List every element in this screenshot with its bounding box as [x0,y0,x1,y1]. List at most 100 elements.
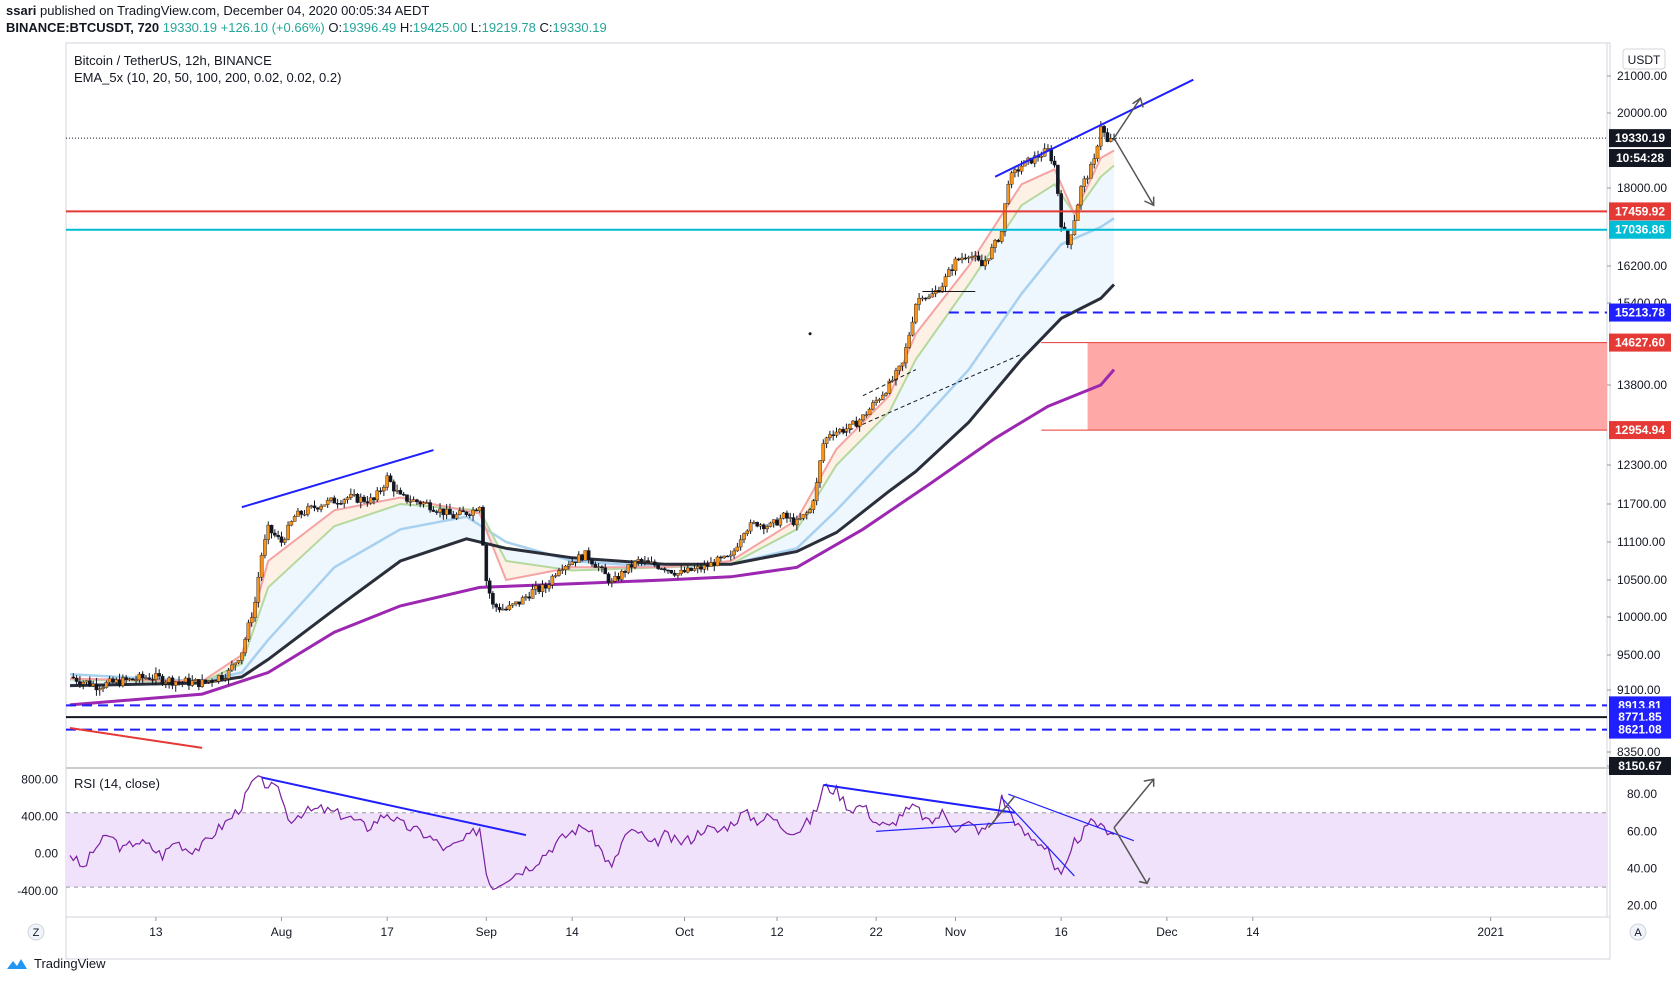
candle[interactable] [401,493,406,496]
candle[interactable] [695,566,700,569]
candle[interactable] [114,679,119,683]
candle[interactable] [610,581,614,583]
rsi-arrow-up[interactable] [1113,778,1155,829]
candle[interactable] [382,487,386,492]
candle[interactable] [504,608,508,611]
price-label[interactable]: 10:54:28 [1616,151,1664,165]
ema10-line[interactable] [69,149,1115,683]
candle[interactable] [315,507,320,510]
candle[interactable] [510,603,515,606]
price-label-box[interactable] [1609,129,1671,148]
candle[interactable] [956,258,961,261]
candle[interactable] [236,660,241,664]
candle[interactable] [917,298,921,305]
candle[interactable] [613,576,617,582]
candle[interactable] [81,681,86,685]
candle[interactable] [986,258,991,262]
candle[interactable] [841,429,845,433]
candle[interactable] [501,608,505,611]
candle[interactable] [838,429,842,433]
candle[interactable] [391,481,396,492]
candle[interactable] [847,423,852,430]
candle[interactable] [425,502,429,504]
candle[interactable] [269,524,274,534]
candle[interactable] [735,546,740,552]
candle[interactable] [411,499,416,502]
candle[interactable] [669,570,674,574]
candle[interactable] [590,559,594,565]
candle[interactable] [758,524,763,527]
candle[interactable] [719,556,723,559]
candle[interactable] [405,494,409,502]
candle[interactable] [547,584,551,589]
candle[interactable] [408,501,413,503]
candle[interactable] [302,514,307,516]
candle[interactable] [517,601,522,605]
candle[interactable] [388,475,393,483]
rsi-trend-2[interactable] [823,783,1016,814]
zoom-reset-circle[interactable] [27,923,45,941]
candle[interactable] [679,569,684,574]
candle[interactable] [249,617,254,624]
candle[interactable] [999,231,1004,242]
candle[interactable] [134,679,138,682]
candle[interactable] [626,564,631,573]
candle[interactable] [491,593,495,605]
candle[interactable] [448,508,452,515]
candle[interactable] [910,321,915,336]
trend-dashed-lower[interactable] [842,353,1022,434]
candle[interactable] [811,500,816,510]
candle[interactable] [335,503,340,505]
candle[interactable] [530,589,535,599]
candle[interactable] [104,682,109,688]
arrow-down-line[interactable] [1113,137,1155,206]
candle[interactable] [1056,164,1060,194]
candle[interactable] [154,673,158,680]
candle[interactable] [1102,126,1106,133]
candle[interactable] [778,518,783,526]
candle[interactable] [563,566,568,570]
candle[interactable] [1075,204,1080,221]
trendline-nov-dec[interactable] [994,78,1194,178]
candle[interactable] [1006,184,1011,204]
candle[interactable] [689,567,693,571]
candle[interactable] [983,260,987,267]
candle[interactable] [124,677,128,680]
candle[interactable] [557,570,561,576]
candle[interactable] [167,677,171,683]
candle[interactable] [550,575,555,586]
candle[interactable] [920,297,925,300]
rsi-arrow-down[interactable] [1113,827,1148,884]
candle[interactable] [299,510,304,515]
candle[interactable] [633,561,637,568]
candle[interactable] [709,562,713,567]
candle[interactable] [147,677,152,680]
candle[interactable] [1039,156,1044,158]
price-label-box[interactable] [1609,333,1671,352]
ema200-line[interactable] [69,368,1116,707]
candle[interactable] [662,568,667,571]
candle[interactable] [319,506,323,510]
candle[interactable] [101,687,105,689]
candle[interactable] [358,496,363,503]
candle[interactable] [170,677,175,686]
candle[interactable] [808,509,812,513]
candle[interactable] [785,512,789,519]
candle[interactable] [127,678,132,680]
candle[interactable] [659,568,664,570]
rsi-trend-1[interactable] [261,776,527,837]
candle[interactable] [705,565,710,567]
candle[interactable] [256,576,261,603]
candle[interactable] [246,622,251,640]
candle[interactable] [220,675,224,680]
trendline-aug[interactable] [241,449,434,509]
auto-scale-circle[interactable] [1629,923,1647,941]
candle[interactable] [282,539,287,543]
candle[interactable] [107,678,112,683]
candle[interactable] [616,576,621,580]
candle[interactable] [1013,169,1017,174]
candle[interactable] [187,677,191,686]
candle[interactable] [933,290,938,294]
candle[interactable] [332,497,337,504]
trendline-red-jul[interactable] [69,727,203,749]
